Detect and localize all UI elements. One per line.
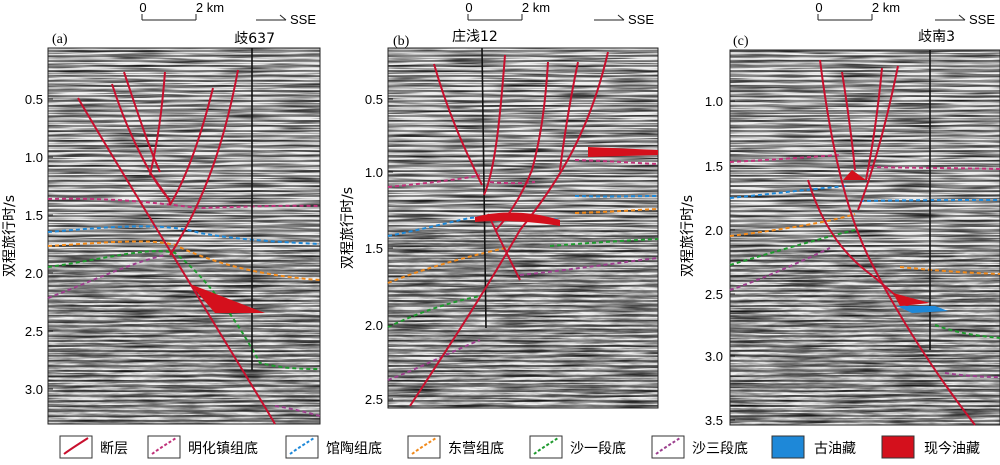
y-tick: 2.0 (705, 223, 723, 238)
svg-text:东营组底: 东营组底 (448, 441, 504, 457)
horizon-guantao (387, 214, 561, 237)
y-tick: 3.0 (705, 349, 723, 364)
y-tick: 3.5 (705, 413, 723, 428)
present-reservoir (588, 147, 658, 157)
well-trace (481, 47, 487, 329)
horizon-guantao (729, 185, 849, 199)
svg-text:0: 0 (465, 0, 472, 15)
present-reservoir (843, 170, 866, 180)
y-tick: 1.0 (705, 94, 723, 109)
panel-c: 1.0 1.5 2.0 2.5 3.0 3.5 双程旅行时/s (c) 歧南3 … (680, 0, 1000, 428)
direction-arrow: SSE (935, 12, 995, 27)
legend-item-guantao: 馆陶组底 (285, 435, 382, 459)
svg-text:SSE: SSE (969, 12, 995, 27)
panel-b: 0.5 1.0 1.5 2.0 2.5 双程旅行时/s (b) 庄浅12 0 2… (340, 0, 659, 409)
y-tick: 0.5 (365, 92, 383, 107)
legend-item-shasan: 沙三段底 (651, 435, 748, 459)
y-axis-a: 0.5 1.0 1.5 2.0 2.5 3.0 双程旅行时/s (2, 92, 53, 397)
horizon-minghuazhen (729, 154, 841, 163)
horizon-dongying (387, 246, 511, 284)
svg-text:2 km: 2 km (522, 0, 550, 15)
horizon-minghuazhen (47, 197, 321, 210)
svg-text:0: 0 (139, 0, 146, 15)
legend-item-ancient-reservoir: 古油藏 (771, 435, 856, 459)
y-tick: 1.0 (365, 165, 383, 180)
y-tick: 1.5 (25, 208, 43, 223)
horizon-shasan (729, 247, 831, 291)
y-tick: 2.5 (25, 324, 43, 339)
horizon-shayi (387, 295, 481, 328)
y-tick: 1.0 (25, 150, 43, 165)
legend-item-dongying: 东营组底 (407, 435, 504, 459)
y-axis-b: 0.5 1.0 1.5 2.0 2.5 双程旅行时/s (340, 92, 393, 407)
y-tick: 0.5 (25, 92, 43, 107)
y-axis-label: 双程旅行时/s (2, 195, 18, 277)
faults (77, 69, 276, 425)
svg-text:馆陶组底: 馆陶组底 (326, 441, 382, 457)
svg-text:沙三段底: 沙三段底 (692, 441, 748, 457)
y-axis-label: 双程旅行时/s (680, 195, 696, 277)
horizon-shasan (47, 254, 166, 299)
svg-text:现今油藏: 现今油藏 (924, 441, 980, 457)
scale-bar: 0 2 km (815, 0, 900, 21)
direction-arrow: SSE (594, 12, 654, 27)
y-axis-c: 1.0 1.5 2.0 2.5 3.0 3.5 双程旅行时/s (680, 94, 735, 428)
horizon-shayi (47, 250, 321, 370)
svg-text:0: 0 (815, 0, 822, 15)
panel-label: (c) (733, 34, 749, 49)
scale-bar: 0 2 km (465, 0, 550, 21)
y-tick: 2.0 (365, 318, 383, 333)
panel-label: (a) (52, 32, 68, 47)
faults (409, 51, 609, 407)
svg-text:断层: 断层 (100, 441, 128, 457)
horizon-shasan (387, 339, 481, 381)
horizon-minghuazhen (387, 174, 481, 188)
present-reservoir (893, 293, 930, 306)
svg-text:古油藏: 古油藏 (814, 441, 856, 457)
well-name: 庄浅12 (452, 28, 498, 45)
panel-label: (b) (393, 34, 410, 49)
horizon-dongying (729, 213, 856, 237)
well-name: 歧南3 (918, 29, 955, 45)
panel-a: 0.5 1.0 1.5 2.0 2.5 3.0 双程旅行时/s (a) 歧637… (2, 0, 321, 425)
y-tick: 1.5 (705, 159, 723, 174)
legend-item-present-reservoir: 现今油藏 (881, 435, 980, 459)
scale-bar: 0 2 km (139, 0, 224, 21)
present-reservoir (190, 284, 265, 313)
legend-item-minghuazhen: 明化镇组底 (147, 435, 258, 459)
svg-text:2 km: 2 km (872, 0, 900, 15)
ancient-reservoir (897, 306, 948, 313)
legend-item-fault: 断层 (59, 435, 128, 459)
y-tick: 2.5 (705, 287, 723, 302)
horizon-shayi (729, 229, 856, 266)
legend-item-shayi: 沙一段底 (529, 435, 626, 459)
y-tick: 2.5 (365, 392, 383, 407)
horizon-guantao (47, 225, 321, 245)
y-tick: 3.0 (25, 382, 43, 397)
direction-arrow: SSE (256, 12, 316, 27)
svg-text:SSE: SSE (290, 12, 316, 27)
well-name: 歧637 (234, 31, 275, 47)
svg-text:2 km: 2 km (196, 0, 224, 15)
y-tick: 2.0 (25, 266, 43, 281)
svg-text:明化镇组底: 明化镇组底 (188, 441, 258, 457)
y-tick: 1.5 (365, 241, 383, 256)
y-axis-label: 双程旅行时/s (340, 187, 356, 269)
fault-swatch (63, 437, 89, 455)
svg-text:SSE: SSE (628, 12, 654, 27)
present-reservoir (475, 212, 560, 226)
legend: 断层 明化镇组底 馆陶组底 东营组底 沙一段底 沙三段底 (59, 435, 980, 459)
svg-text:沙一段底: 沙一段底 (570, 441, 626, 457)
